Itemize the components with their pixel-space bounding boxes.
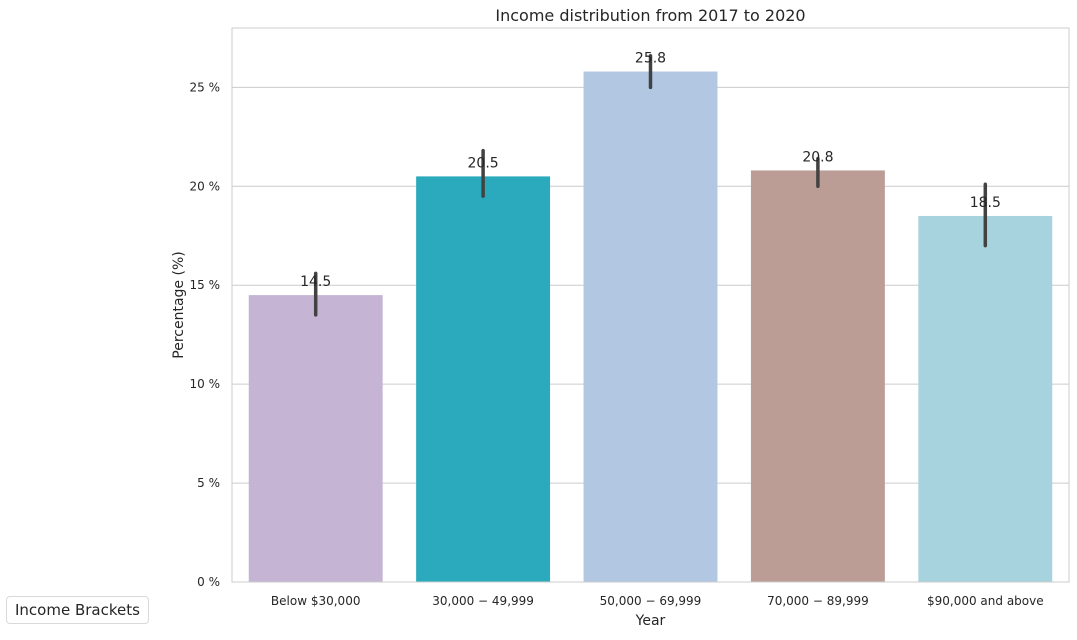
bar bbox=[918, 215, 1053, 582]
plot-frame bbox=[231, 27, 1070, 583]
x-tick-label: 30,000 − 49,999 bbox=[432, 594, 534, 608]
data-label: 20.5 bbox=[468, 155, 499, 171]
x-tick-labels: Below $30,000 30,000 − 49,999 50,000 − 69,… bbox=[271, 594, 1044, 608]
y-tick-label: 15 % bbox=[190, 278, 221, 292]
bar bbox=[583, 71, 718, 583]
bar bbox=[750, 170, 885, 582]
x-tick-label: $90,000 and above bbox=[927, 594, 1044, 608]
legend: Income Brackets bbox=[6, 596, 149, 624]
y-axis-label: Percentage (%) bbox=[171, 251, 187, 358]
data-label: 20.8 bbox=[802, 149, 833, 165]
error-bars bbox=[313, 53, 988, 317]
data-labels: 14.5 20.5 25.8 20.8 18.5 bbox=[300, 51, 1001, 291]
data-label: 25.8 bbox=[635, 51, 666, 67]
bar bbox=[248, 295, 383, 582]
legend-title: Income Brackets bbox=[15, 601, 140, 619]
bars bbox=[248, 71, 1053, 583]
x-tick-label: Below $30,000 bbox=[271, 594, 361, 608]
data-label: 14.5 bbox=[300, 274, 331, 290]
y-tick-label: 10 % bbox=[190, 377, 221, 391]
y-tick-labels: 0 % 5 % 10 % 15 % 20 % 25 % bbox=[190, 80, 221, 589]
x-tick-label: 70,000 − 89,999 bbox=[767, 594, 869, 608]
bar bbox=[416, 176, 551, 582]
y-tick-label: 20 % bbox=[190, 179, 221, 193]
chart-title: Income distribution from 2017 to 2020 bbox=[495, 6, 805, 25]
data-label: 18.5 bbox=[970, 195, 1001, 211]
x-axis-label: Year bbox=[635, 613, 666, 629]
y-tick-label: 5 % bbox=[197, 476, 220, 490]
y-tick-label: 25 % bbox=[190, 80, 221, 94]
x-tick-label: 50,000 − 69,999 bbox=[600, 594, 702, 608]
y-tick-label: 0 % bbox=[197, 575, 220, 589]
